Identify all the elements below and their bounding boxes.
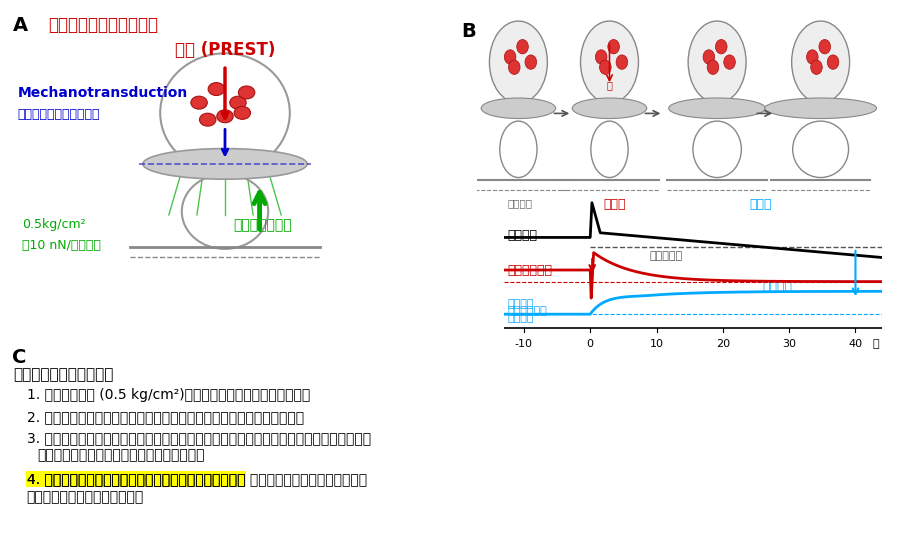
Text: 受容体数: 受容体数 (508, 313, 534, 323)
Text: シナプス終末の力学応答: シナプス終末の力学応答 (14, 367, 113, 382)
Ellipse shape (599, 60, 611, 75)
Text: 0: 0 (587, 339, 594, 349)
Ellipse shape (688, 21, 746, 103)
Ellipse shape (504, 50, 516, 64)
Text: （持続的誘発放出亢進）: （持続的誘発放出亢進） (18, 108, 100, 121)
Text: 頭部増大: 頭部増大 (508, 198, 532, 208)
Text: スパイン: スパイン (508, 230, 537, 242)
Ellipse shape (806, 50, 818, 64)
Text: 作業記憶？: 作業記憶？ (650, 252, 683, 261)
Text: 30: 30 (782, 339, 796, 349)
Ellipse shape (765, 98, 877, 118)
Ellipse shape (716, 39, 727, 54)
Text: 40: 40 (849, 339, 862, 349)
Text: 1. 筋肉並みの力 (0.5 kg/cm²)で押された軸索の開口放出促進。: 1. 筋肉並みの力 (0.5 kg/cm²)で押された軸索の開口放出促進。 (27, 388, 310, 402)
Text: 力: 力 (607, 80, 612, 90)
Text: スパイン: スパイン (508, 299, 534, 309)
Ellipse shape (819, 39, 831, 54)
Text: 2. シナプスの伝達の化学、電気に次ぐ、第三の伝達様式（力学伝達）。: 2. シナプスの伝達の化学、電気に次ぐ、第三の伝達様式（力学伝達）。 (27, 410, 304, 424)
Text: 0.5kg/cm²: 0.5kg/cm² (22, 218, 86, 231)
Ellipse shape (703, 50, 715, 64)
Ellipse shape (217, 110, 233, 123)
Text: 短期相: 短期相 (604, 198, 626, 211)
Text: 3. 軸索の圧効果を予想した人はおらずメカノバイオロジーとして新奇（内分泌細胞・免疫: 3. 軸索の圧効果を予想した人はおらずメカノバイオロジーとして新奇（内分泌細胞・… (27, 431, 371, 445)
Ellipse shape (508, 60, 520, 75)
Text: Mechanotransduction: Mechanotransduction (18, 86, 188, 100)
Text: ＝10 nN/シナプス: ＝10 nN/シナプス (22, 239, 101, 252)
Text: C: C (12, 348, 26, 367)
Text: 細胞など普遍的に起きている可能性が大）。: 細胞など普遍的に起きている可能性が大）。 (37, 449, 204, 463)
Text: 4. 持続相があるので作業記憶の細胞基盤の有力な候補。 分子基盤からして統合失調症で: 4. 持続相があるので作業記憶の細胞基盤の有力な候補。 分子基盤からして統合失調… (27, 472, 367, 486)
Ellipse shape (238, 86, 255, 99)
Text: 20: 20 (716, 339, 730, 349)
Ellipse shape (580, 21, 638, 103)
Text: B: B (462, 22, 476, 41)
Ellipse shape (525, 55, 536, 69)
Text: 分: 分 (872, 339, 878, 349)
Text: 長期相: 長期相 (750, 198, 772, 211)
Text: 障害されている可能性がある。: 障害されている可能性がある。 (27, 490, 144, 504)
Ellipse shape (191, 96, 207, 109)
Ellipse shape (230, 96, 247, 109)
Text: A: A (14, 16, 35, 35)
Ellipse shape (596, 50, 607, 64)
Text: スパイン増大力: スパイン増大力 (234, 218, 292, 232)
Ellipse shape (200, 113, 216, 126)
Ellipse shape (517, 39, 528, 54)
Ellipse shape (482, 98, 555, 118)
Ellipse shape (827, 55, 839, 69)
Ellipse shape (616, 55, 627, 69)
Text: 軸索力学応答: 軸索力学応答 (508, 264, 553, 277)
Ellipse shape (208, 83, 225, 96)
Text: シナプス終末の力学応答: シナプス終末の力学応答 (48, 16, 158, 34)
Ellipse shape (669, 98, 766, 118)
Text: 10: 10 (650, 339, 663, 349)
Ellipse shape (143, 148, 307, 179)
Ellipse shape (234, 106, 250, 119)
Text: 4. 持続相があるので作業記憶の細胞基盤の有力な候補。: 4. 持続相があるので作業記憶の細胞基盤の有力な候補。 (27, 472, 245, 486)
Text: 長期記憶: 長期記憶 (762, 280, 793, 293)
Ellipse shape (490, 21, 547, 103)
Text: 4. 持続相があるので作業記憶の細胞基盤の有力な候補。 分子基盤からして統合失調症で: 4. 持続相があるので作業記憶の細胞基盤の有力な候補。 分子基盤からして統合失調… (27, 472, 367, 486)
Text: -10: -10 (515, 339, 533, 349)
Ellipse shape (811, 60, 823, 75)
Ellipse shape (572, 98, 647, 118)
Ellipse shape (792, 21, 850, 103)
Text: グルタミン酸: グルタミン酸 (508, 306, 547, 316)
Ellipse shape (608, 39, 619, 54)
Ellipse shape (724, 55, 735, 69)
Ellipse shape (707, 60, 719, 75)
Text: 力覚 (PREST): 力覚 (PREST) (175, 42, 275, 59)
